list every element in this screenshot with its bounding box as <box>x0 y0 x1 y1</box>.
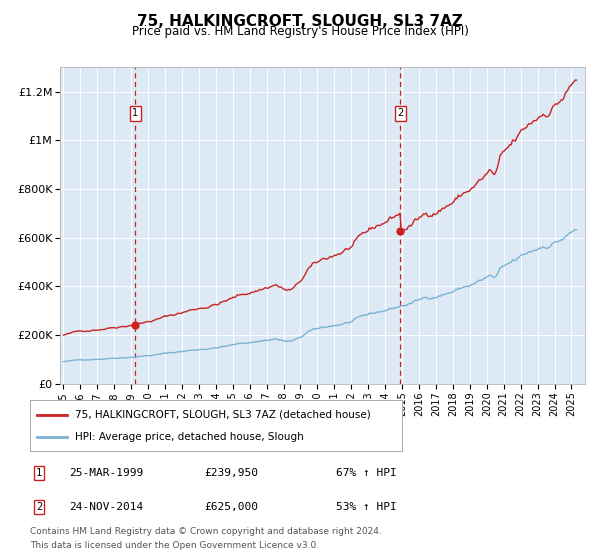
Text: 2: 2 <box>36 502 42 512</box>
Text: Contains HM Land Registry data © Crown copyright and database right 2024.: Contains HM Land Registry data © Crown c… <box>30 528 382 536</box>
Text: 75, HALKINGCROFT, SLOUGH, SL3 7AZ: 75, HALKINGCROFT, SLOUGH, SL3 7AZ <box>137 14 463 29</box>
Text: 75, HALKINGCROFT, SLOUGH, SL3 7AZ (detached house): 75, HALKINGCROFT, SLOUGH, SL3 7AZ (detac… <box>74 409 370 419</box>
Text: £239,950: £239,950 <box>204 468 258 478</box>
Text: 53% ↑ HPI: 53% ↑ HPI <box>336 502 397 512</box>
Text: HPI: Average price, detached house, Slough: HPI: Average price, detached house, Slou… <box>74 432 304 442</box>
Text: 1: 1 <box>36 468 42 478</box>
Text: 24-NOV-2014: 24-NOV-2014 <box>69 502 143 512</box>
Text: 1: 1 <box>132 108 138 118</box>
Text: This data is licensed under the Open Government Licence v3.0.: This data is licensed under the Open Gov… <box>30 541 319 550</box>
Text: 2: 2 <box>397 108 404 118</box>
Text: 67% ↑ HPI: 67% ↑ HPI <box>336 468 397 478</box>
Text: 25-MAR-1999: 25-MAR-1999 <box>69 468 143 478</box>
Text: £625,000: £625,000 <box>204 502 258 512</box>
Text: Price paid vs. HM Land Registry's House Price Index (HPI): Price paid vs. HM Land Registry's House … <box>131 25 469 38</box>
